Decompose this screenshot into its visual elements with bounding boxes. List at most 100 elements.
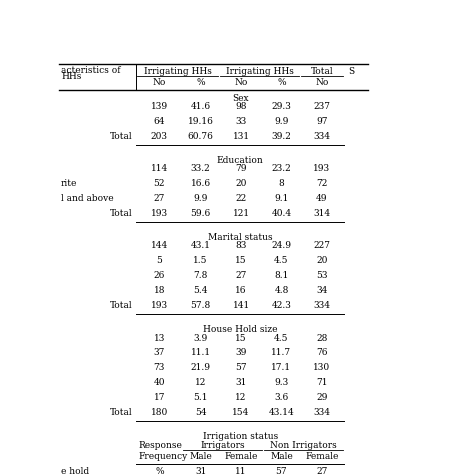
- Text: Irrigating HHs: Irrigating HHs: [226, 67, 293, 76]
- Text: e hold: e hold: [61, 467, 89, 474]
- Text: acteristics of: acteristics of: [61, 66, 120, 75]
- Text: 193: 193: [151, 210, 168, 219]
- Text: 4.5: 4.5: [274, 256, 289, 265]
- Text: HHs: HHs: [61, 73, 82, 82]
- Text: No: No: [315, 78, 328, 87]
- Text: 193: 193: [151, 301, 168, 310]
- Text: 83: 83: [236, 241, 247, 250]
- Text: 3.9: 3.9: [193, 334, 208, 343]
- Text: 7.8: 7.8: [193, 272, 208, 281]
- Text: Male: Male: [189, 453, 212, 462]
- Text: No: No: [153, 78, 166, 87]
- Text: 314: 314: [313, 210, 330, 219]
- Text: %: %: [277, 78, 286, 87]
- Text: 60.76: 60.76: [188, 132, 214, 141]
- Text: Total: Total: [110, 301, 133, 310]
- Text: Total: Total: [110, 132, 133, 141]
- Text: House Hold size: House Hold size: [203, 325, 277, 334]
- Text: %: %: [196, 78, 205, 87]
- Text: 27: 27: [154, 194, 165, 203]
- Text: Female: Female: [305, 453, 338, 462]
- Text: 9.1: 9.1: [274, 194, 289, 203]
- Text: 73: 73: [154, 364, 165, 373]
- Text: 37: 37: [154, 348, 165, 357]
- Text: 12: 12: [195, 378, 206, 387]
- Text: 23.2: 23.2: [272, 164, 292, 173]
- Text: 154: 154: [232, 408, 250, 417]
- Text: 114: 114: [151, 164, 168, 173]
- Text: Marital status: Marital status: [208, 233, 273, 242]
- Text: Total: Total: [110, 408, 133, 417]
- Text: 334: 334: [313, 301, 330, 310]
- Text: 4.5: 4.5: [274, 334, 289, 343]
- Text: l and above: l and above: [61, 194, 114, 203]
- Text: Male: Male: [270, 453, 293, 462]
- Text: 11.1: 11.1: [191, 348, 211, 357]
- Text: Irrigation status: Irrigation status: [202, 432, 278, 441]
- Text: 17.1: 17.1: [272, 364, 292, 373]
- Text: 12: 12: [236, 393, 247, 402]
- Text: 49: 49: [316, 194, 328, 203]
- Text: 57.8: 57.8: [191, 301, 211, 310]
- Text: 20: 20: [236, 179, 247, 188]
- Text: 15: 15: [235, 256, 247, 265]
- Text: 64: 64: [154, 117, 165, 126]
- Text: 11: 11: [235, 467, 247, 474]
- Text: 131: 131: [233, 132, 250, 141]
- Text: 334: 334: [313, 132, 330, 141]
- Text: 31: 31: [236, 378, 247, 387]
- Text: 121: 121: [233, 210, 250, 219]
- Text: 43.1: 43.1: [191, 241, 210, 250]
- Text: 11.7: 11.7: [272, 348, 292, 357]
- Text: Frequency: Frequency: [138, 453, 188, 462]
- Text: 144: 144: [151, 241, 168, 250]
- Text: 21.9: 21.9: [191, 364, 210, 373]
- Text: 34: 34: [316, 286, 328, 295]
- Text: Sex: Sex: [232, 94, 248, 103]
- Text: 9.9: 9.9: [193, 194, 208, 203]
- Text: 237: 237: [313, 102, 330, 111]
- Text: 57: 57: [276, 467, 287, 474]
- Text: 28: 28: [316, 334, 328, 343]
- Text: Response: Response: [138, 441, 182, 450]
- Text: 16: 16: [235, 286, 247, 295]
- Text: 20: 20: [316, 256, 328, 265]
- Text: 22: 22: [236, 194, 246, 203]
- Text: 33.2: 33.2: [191, 164, 210, 173]
- Text: 1.5: 1.5: [193, 256, 208, 265]
- Text: 18: 18: [154, 286, 165, 295]
- Text: 41.6: 41.6: [191, 102, 211, 111]
- Text: 13: 13: [154, 334, 165, 343]
- Text: 29.3: 29.3: [272, 102, 292, 111]
- Text: Female: Female: [224, 453, 258, 462]
- Text: 54: 54: [195, 408, 207, 417]
- Text: 76: 76: [316, 348, 328, 357]
- Text: 5.4: 5.4: [193, 286, 208, 295]
- Text: 31: 31: [195, 467, 206, 474]
- Text: 53: 53: [316, 272, 328, 281]
- Text: 4.8: 4.8: [274, 286, 289, 295]
- Text: 141: 141: [232, 301, 250, 310]
- Text: 39: 39: [236, 348, 247, 357]
- Text: 227: 227: [313, 241, 330, 250]
- Text: No: No: [235, 78, 248, 87]
- Text: 5.1: 5.1: [193, 393, 208, 402]
- Text: 130: 130: [313, 364, 330, 373]
- Text: 203: 203: [151, 132, 168, 141]
- Text: 9.3: 9.3: [274, 378, 289, 387]
- Text: 57: 57: [235, 364, 247, 373]
- Text: 19.16: 19.16: [188, 117, 214, 126]
- Text: Total: Total: [310, 67, 333, 76]
- Text: %: %: [155, 467, 164, 474]
- Text: 29: 29: [316, 393, 328, 402]
- Text: S: S: [348, 67, 355, 76]
- Text: 5: 5: [156, 256, 162, 265]
- Text: 27: 27: [316, 467, 328, 474]
- Text: 33: 33: [236, 117, 246, 126]
- Text: 8.1: 8.1: [274, 272, 289, 281]
- Text: Total: Total: [110, 210, 133, 219]
- Text: 193: 193: [313, 164, 330, 173]
- Text: 39.2: 39.2: [272, 132, 292, 141]
- Text: 59.6: 59.6: [191, 210, 211, 219]
- Text: 180: 180: [151, 408, 168, 417]
